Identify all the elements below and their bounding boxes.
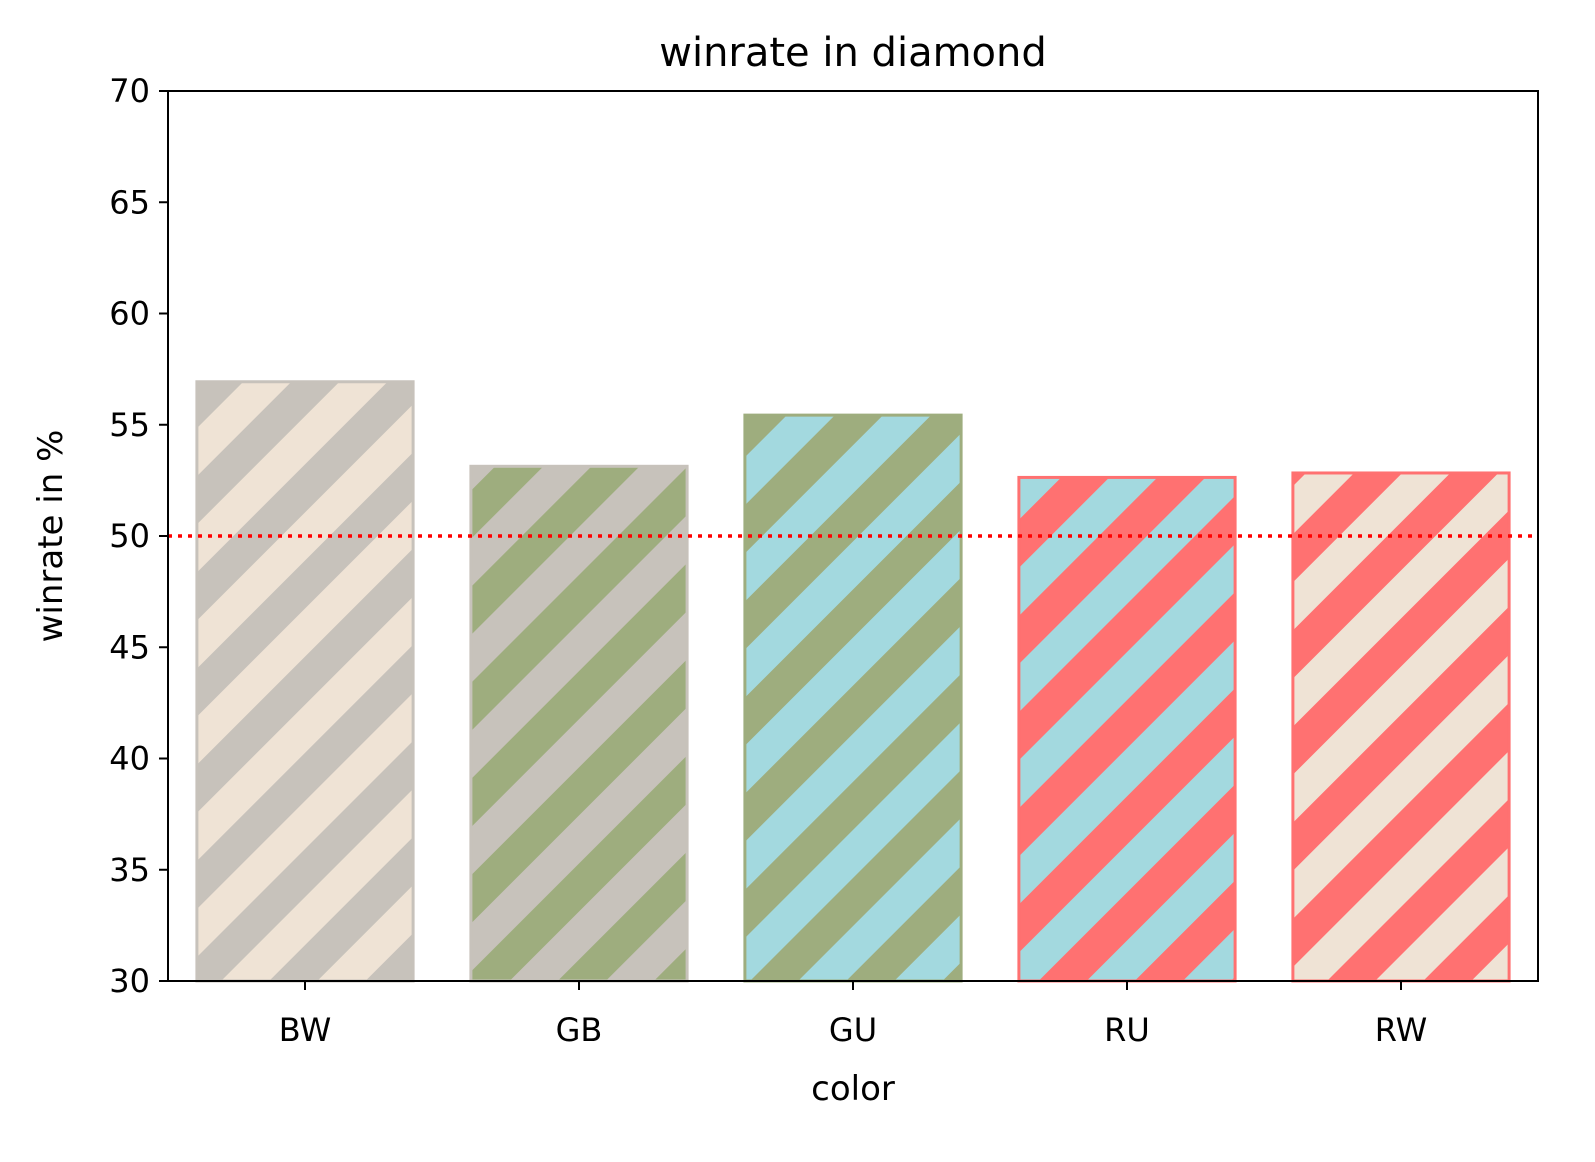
y-axis-label: winrate in % [31, 430, 71, 643]
x-axis-ticks: BW GB GU RU RW [279, 981, 1428, 1049]
y-tick-label: 30 [109, 962, 150, 1000]
y-tick-label: 65 [109, 183, 150, 221]
bar-rw [1291, 471, 1511, 983]
y-tick-label: 55 [109, 406, 150, 444]
y-tick-label: 45 [109, 628, 150, 666]
bar-gb [469, 464, 689, 983]
bar-ru [1017, 475, 1237, 983]
y-axis-ticks: 30 35 40 45 50 55 60 65 70 [109, 72, 168, 1000]
y-tick-label: 70 [109, 72, 150, 110]
x-axis-label: color [811, 1069, 895, 1109]
x-tick-label: GU [829, 1011, 877, 1049]
x-tick-label: GB [556, 1011, 603, 1049]
chart-title: winrate in diamond [659, 30, 1047, 76]
bar-gu [743, 413, 963, 983]
y-tick-label: 40 [109, 740, 150, 778]
bars-layer [195, 380, 1511, 983]
x-tick-label: RU [1104, 1011, 1150, 1049]
y-tick-label: 50 [109, 517, 150, 555]
bar-bw [195, 380, 415, 983]
x-tick-label: RW [1375, 1011, 1428, 1049]
y-tick-label: 60 [109, 295, 150, 333]
y-tick-label: 35 [109, 851, 150, 889]
x-tick-label: BW [279, 1011, 331, 1049]
